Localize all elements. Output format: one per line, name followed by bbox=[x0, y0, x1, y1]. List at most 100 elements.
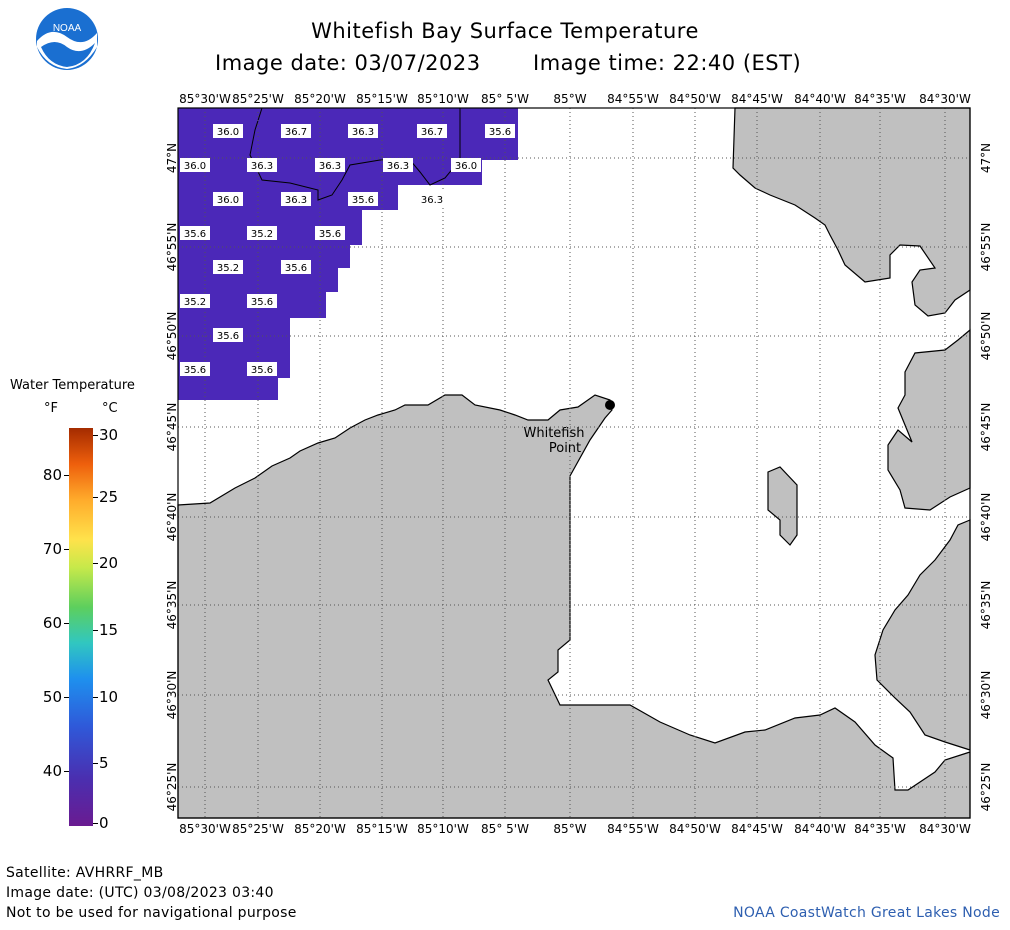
lat-label-right: 46°45'N bbox=[979, 403, 993, 452]
temperature-value: 35.6 bbox=[251, 365, 273, 376]
legend-tick-mark bbox=[93, 763, 98, 764]
temperature-value: 35.6 bbox=[217, 331, 239, 342]
temperature-value: 35.2 bbox=[251, 229, 273, 240]
lat-label-right: 46°35'N bbox=[979, 581, 993, 630]
temperature-label: 35.6 bbox=[281, 260, 311, 274]
credit-label: NOAA CoastWatch Great Lakes Node bbox=[733, 905, 1000, 921]
legend-tick-mark bbox=[64, 771, 69, 772]
lat-label-right: 46°40'N bbox=[979, 493, 993, 542]
lon-label-bottom: 85°10'W bbox=[417, 822, 469, 836]
land-area bbox=[732, 107, 971, 317]
temperature-value: 36.7 bbox=[421, 127, 443, 138]
lat-label-left: 47°N bbox=[165, 143, 179, 173]
temperature-value: 36.0 bbox=[455, 161, 477, 172]
lat-label-left: 46°25'N bbox=[165, 763, 179, 812]
lon-label-top: 85°30'W bbox=[179, 92, 231, 106]
temperature-label: 36.7 bbox=[417, 124, 447, 138]
satellite-label: Satellite: AVHRRF_MB bbox=[6, 865, 164, 881]
temperature-label: 35.6 bbox=[247, 294, 277, 308]
legend-tick-fahrenheit: 50 bbox=[42, 688, 62, 706]
lat-label-left: 46°55'N bbox=[165, 223, 179, 272]
lat-label-left: 46°30'N bbox=[165, 671, 179, 720]
legend-unit-fahrenheit: °F bbox=[44, 401, 58, 416]
lon-label-bottom: 84°40'W bbox=[794, 822, 846, 836]
lon-label-bottom: 85° 5'W bbox=[481, 822, 529, 836]
legend-tick-mark bbox=[64, 697, 69, 698]
legend-tick-mark bbox=[64, 549, 69, 550]
land-area bbox=[887, 328, 971, 511]
land-area bbox=[767, 466, 798, 546]
lon-label-bottom: 85°W bbox=[553, 822, 586, 836]
temperature-value: 35.2 bbox=[184, 297, 206, 308]
lon-label-bottom: 85°20'W bbox=[294, 822, 346, 836]
lon-label-top: 84°55'W bbox=[607, 92, 659, 106]
lon-label-top: 85°20'W bbox=[294, 92, 346, 106]
legend-tick-mark bbox=[93, 630, 98, 631]
legend-tick-mark bbox=[64, 475, 69, 476]
temperature-value: 35.6 bbox=[184, 229, 206, 240]
lon-label-top: 84°35'W bbox=[854, 92, 906, 106]
lon-label-top: 85°25'W bbox=[232, 92, 284, 106]
temperature-value: 36.3 bbox=[251, 161, 273, 172]
temperature-value: 35.6 bbox=[319, 229, 341, 240]
land-area bbox=[874, 519, 971, 751]
place-label-line1: Whitefish bbox=[523, 426, 584, 441]
temperature-label: 35.6 bbox=[247, 362, 277, 376]
lat-label-left: 46°45'N bbox=[165, 403, 179, 452]
image-time-local: Image time: 22:40 (EST) bbox=[533, 51, 802, 75]
lon-label-bottom: 84°45'W bbox=[731, 822, 783, 836]
temperature-label: 35.6 bbox=[180, 362, 210, 376]
lon-label-top: 84°40'W bbox=[794, 92, 846, 106]
legend-tick-fahrenheit: 80 bbox=[42, 466, 62, 484]
utc-date-label: Image date: (UTC) 03/08/2023 03:40 bbox=[6, 885, 274, 901]
temperature-label: 35.2 bbox=[213, 260, 243, 274]
temperature-label: 36.7 bbox=[281, 124, 311, 138]
lon-label-bottom: 84°35'W bbox=[854, 822, 906, 836]
location-marker-icon bbox=[605, 400, 615, 410]
temperature-label: 35.6 bbox=[213, 328, 243, 342]
lon-label-bottom: 85°25'W bbox=[232, 822, 284, 836]
temperature-label: 35.2 bbox=[247, 226, 277, 240]
legend-tick-mark bbox=[64, 623, 69, 624]
lat-label-right: 46°50'N bbox=[979, 312, 993, 361]
temperature-value: 36.0 bbox=[184, 161, 206, 172]
legend-tick-mark bbox=[93, 563, 98, 564]
temperature-cell bbox=[178, 378, 278, 400]
lon-label-top: 85° 5'W bbox=[481, 92, 529, 106]
disclaimer: Not to be used for navigational purpose bbox=[6, 905, 297, 921]
temperature-label: 35.6 bbox=[348, 192, 378, 206]
legend-tick-celsius: 0 bbox=[99, 814, 109, 832]
image-date-local: Image date: 03/07/2023 bbox=[215, 51, 481, 75]
logo-text: NOAA bbox=[53, 23, 82, 34]
legend-tick-celsius: 15 bbox=[99, 621, 119, 639]
legend-tick-mark bbox=[93, 823, 98, 824]
lon-label-top: 85°15'W bbox=[356, 92, 408, 106]
lat-label-right: 47°N bbox=[979, 143, 993, 173]
temperature-value: 35.6 bbox=[285, 263, 307, 274]
lon-label-top: 84°45'W bbox=[731, 92, 783, 106]
lon-label-bottom: 85°30'W bbox=[179, 822, 231, 836]
legend-title: Water Temperature bbox=[10, 378, 135, 393]
legend-tick-fahrenheit: 60 bbox=[42, 614, 62, 632]
lat-label-left: 46°40'N bbox=[165, 493, 179, 542]
land-area bbox=[177, 394, 971, 819]
temperature-value: 35.6 bbox=[251, 297, 273, 308]
temperature-value: 36.3 bbox=[319, 161, 341, 172]
legend-tick-mark bbox=[93, 497, 98, 498]
temperature-value: 35.6 bbox=[489, 127, 511, 138]
lat-label-right: 46°55'N bbox=[979, 223, 993, 272]
temperature-value: 36.0 bbox=[217, 195, 239, 206]
noaa-logo: NOAA bbox=[36, 8, 98, 70]
legend-tick-celsius: 30 bbox=[99, 426, 119, 444]
temperature-label: 36.0 bbox=[213, 124, 243, 138]
temperature-value: 35.6 bbox=[184, 365, 206, 376]
legend-tick-mark bbox=[93, 697, 98, 698]
lat-label-left: 46°35'N bbox=[165, 581, 179, 630]
temperature-label: 36.0 bbox=[451, 158, 481, 172]
temperature-value: 36.3 bbox=[421, 195, 443, 206]
legend-unit-celsius: °C bbox=[102, 401, 118, 416]
lat-label-right: 46°25'N bbox=[979, 763, 993, 812]
temperature-label: 36.3 bbox=[315, 158, 345, 172]
temperature-label: 36.3 bbox=[417, 192, 447, 206]
